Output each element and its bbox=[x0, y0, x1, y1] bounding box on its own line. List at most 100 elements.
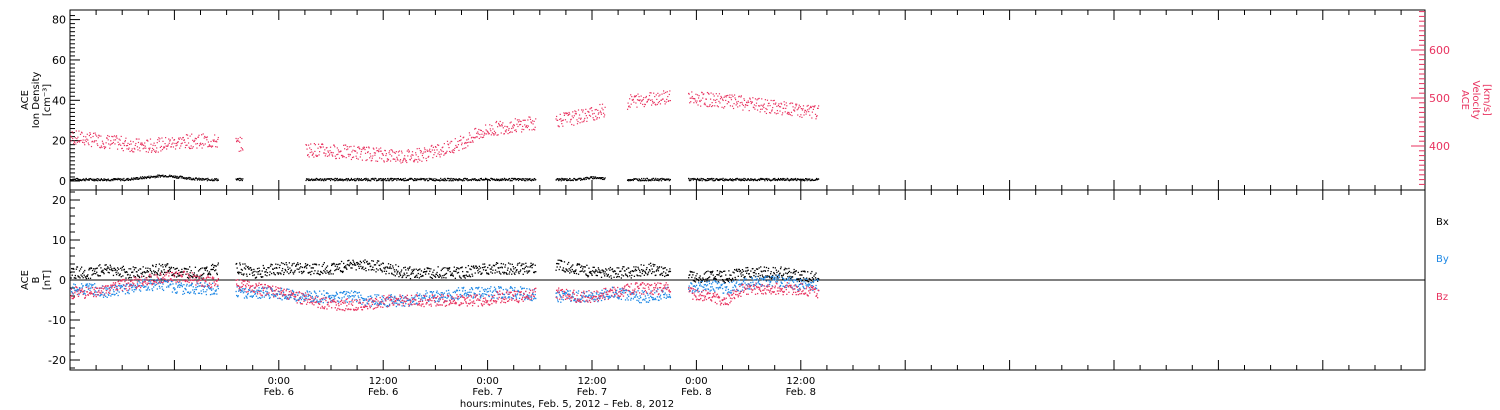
density-point bbox=[182, 177, 184, 180]
bz-point bbox=[351, 304, 354, 306]
velocity-point bbox=[152, 149, 155, 151]
bx-point bbox=[361, 267, 364, 269]
bx-point bbox=[476, 267, 478, 269]
density-point bbox=[809, 178, 811, 180]
bz-point bbox=[452, 302, 454, 304]
velocity-point bbox=[305, 144, 308, 146]
bz-point bbox=[298, 299, 300, 302]
bx-point bbox=[460, 277, 462, 279]
velocity-point bbox=[570, 118, 572, 120]
bz-point bbox=[241, 282, 243, 284]
bx-point bbox=[106, 267, 108, 270]
by-point bbox=[485, 289, 487, 291]
bz-point bbox=[208, 284, 210, 287]
bx-point bbox=[471, 273, 473, 275]
bz-point bbox=[460, 302, 462, 304]
by-point bbox=[110, 295, 112, 297]
bz-point bbox=[270, 287, 272, 289]
velocity-point bbox=[395, 151, 397, 153]
density-point bbox=[391, 177, 393, 180]
bz-point bbox=[333, 299, 335, 301]
bx-point bbox=[329, 269, 332, 272]
bz-point bbox=[97, 291, 99, 293]
bz-point bbox=[187, 273, 189, 275]
by-point bbox=[269, 296, 271, 299]
by-point bbox=[348, 295, 351, 297]
velocity-point bbox=[737, 100, 739, 103]
bx-point bbox=[294, 269, 296, 272]
velocity-point bbox=[421, 160, 423, 162]
bx-point bbox=[253, 274, 256, 276]
velocity-point bbox=[422, 152, 424, 155]
bx-point bbox=[264, 271, 266, 273]
bz-point bbox=[125, 283, 128, 285]
bz-point bbox=[460, 303, 463, 305]
velocity-point bbox=[184, 141, 186, 144]
density-point bbox=[569, 178, 571, 180]
velocity-point bbox=[347, 153, 349, 155]
bz-point bbox=[255, 283, 257, 285]
by-point bbox=[315, 294, 318, 297]
density-point bbox=[140, 176, 142, 178]
velocity-point bbox=[154, 144, 156, 147]
density-point bbox=[699, 178, 701, 180]
bz-point bbox=[275, 288, 277, 291]
bx-point bbox=[330, 273, 332, 275]
by-point bbox=[83, 292, 85, 294]
bx-point bbox=[103, 273, 105, 275]
bz-point bbox=[443, 301, 446, 303]
velocity-point bbox=[160, 145, 163, 148]
density-point bbox=[171, 175, 173, 178]
velocity-point bbox=[484, 124, 487, 126]
velocity-point bbox=[120, 135, 122, 138]
bx-point bbox=[153, 274, 155, 276]
bz-point bbox=[146, 277, 148, 279]
bx-point bbox=[80, 266, 83, 268]
velocity-point bbox=[158, 140, 160, 142]
density-point bbox=[444, 177, 446, 180]
by-point bbox=[331, 296, 333, 299]
bz-point bbox=[164, 278, 166, 281]
velocity-point bbox=[641, 99, 643, 101]
bx-point bbox=[106, 269, 108, 271]
velocity-point bbox=[346, 146, 348, 148]
velocity-point bbox=[510, 121, 512, 123]
by-point bbox=[366, 302, 368, 304]
velocity-point bbox=[663, 92, 665, 94]
velocity-point bbox=[201, 134, 203, 136]
bx-point bbox=[300, 266, 302, 268]
bx-point bbox=[215, 265, 217, 267]
bz-point bbox=[110, 285, 113, 287]
bz-point bbox=[163, 278, 165, 280]
bx-point bbox=[404, 266, 406, 268]
by-point bbox=[491, 291, 494, 293]
velocity-point bbox=[801, 116, 803, 118]
by-point bbox=[102, 296, 105, 298]
by-point bbox=[391, 296, 393, 298]
velocity-point bbox=[529, 118, 532, 120]
density-point bbox=[557, 178, 559, 180]
by-point bbox=[73, 287, 75, 290]
density-point bbox=[334, 180, 336, 182]
bx-point bbox=[379, 264, 381, 267]
density-point bbox=[754, 178, 756, 180]
velocity-point bbox=[312, 153, 314, 156]
density-point bbox=[409, 177, 411, 180]
bz-point bbox=[205, 281, 207, 283]
by-point bbox=[207, 284, 209, 287]
density-point bbox=[416, 179, 418, 182]
bz-point bbox=[474, 302, 476, 305]
density-point bbox=[317, 179, 320, 181]
density-point bbox=[137, 178, 140, 180]
by-point bbox=[421, 299, 424, 301]
velocity-point bbox=[76, 141, 78, 143]
by-point bbox=[357, 295, 359, 297]
velocity-point bbox=[746, 102, 748, 104]
velocity-point bbox=[665, 101, 667, 103]
velocity-point bbox=[504, 125, 506, 127]
by-point bbox=[82, 285, 84, 287]
velocity-point bbox=[628, 106, 630, 108]
bx-point bbox=[394, 271, 396, 273]
velocity-point bbox=[131, 149, 133, 152]
bz-point bbox=[305, 295, 307, 297]
